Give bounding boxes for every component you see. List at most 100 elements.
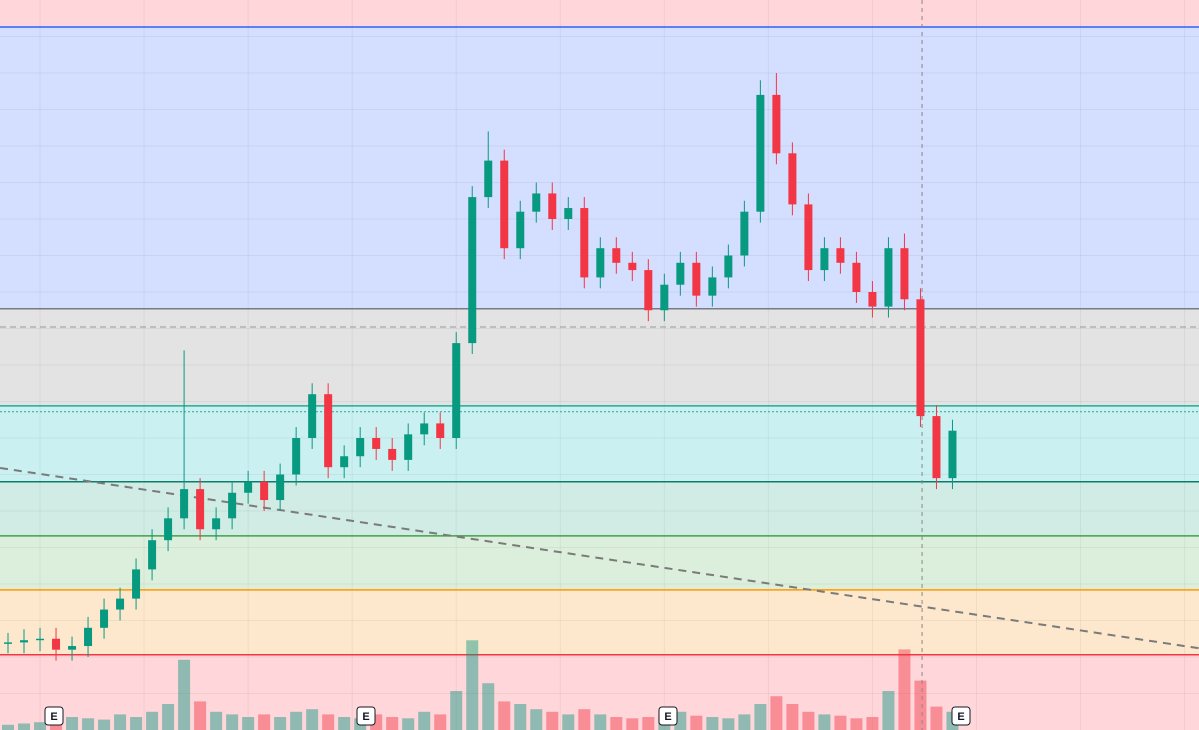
volume-bar [146,711,159,730]
candle-body [676,262,685,285]
volume-bar [386,717,399,730]
candle-body [484,160,493,198]
volume-bar [66,717,79,730]
candle-body [212,518,221,530]
volume-bar [450,691,463,730]
volume-bar [162,704,175,730]
volume-bar [322,714,335,730]
candle-body [196,489,205,530]
volume-bar [770,696,783,730]
volume-bar [98,719,111,730]
zone-band [0,589,1199,655]
candle-body [708,277,717,296]
candle-body [916,299,925,417]
candle-body [468,197,477,344]
candle-body [580,208,589,278]
candle-body [756,94,765,212]
volume-bar [898,649,911,730]
volume-bar [18,723,31,730]
candle-body [308,394,317,438]
volume-bar [466,640,479,730]
candle-body [100,609,109,628]
volume-bar [130,717,143,730]
candle-body [356,438,365,457]
volume-bar [178,659,191,730]
earnings-label: E [50,711,57,723]
candle-body [900,248,909,300]
volume-bar [738,714,751,730]
zone-band [0,0,1199,28]
candle-body [564,208,573,219]
volume-bar [434,714,447,730]
candle-body [948,430,957,479]
candle-body [116,598,125,610]
earnings-label: E [664,711,671,723]
volume-bar [114,714,127,730]
candle-body [884,248,893,307]
candle-body [36,638,45,641]
candle-body [164,518,173,541]
candle-body [660,284,669,311]
earnings-label: E [362,711,369,723]
zone-band [0,535,1199,590]
candle-body [292,438,301,475]
candle-body [404,434,413,460]
volume-bar [578,709,591,730]
volume-bar [274,717,287,730]
volume-bar [818,714,831,730]
volume-bar [82,718,95,730]
volume-bar [338,717,351,730]
candle-body [772,94,781,154]
earnings-marker [658,706,678,726]
candle-body [724,255,733,278]
volume-bar [706,717,719,730]
volume-bar [882,691,895,730]
volume-bar [530,709,543,730]
candle-body [148,540,157,570]
volume-bar [258,714,271,730]
candle-body [388,448,397,460]
candle-body [868,292,877,307]
volume-bar [754,704,767,730]
volume-bar [642,717,655,730]
volume-bar [866,717,879,730]
volume-bar [914,680,927,730]
volume-bar [34,722,47,730]
volume-bar [690,715,703,730]
candle-body [788,153,797,205]
volume-bar [786,704,799,730]
volume-bar [306,709,319,730]
volume-bar [850,718,863,730]
volume-bar [802,711,815,730]
volume-bar [498,701,511,730]
candle-body [244,481,253,493]
candle-body [692,262,701,296]
candle-body [340,456,349,468]
volume-bar [242,717,255,730]
candle-body [276,474,285,501]
candle-body [532,193,541,212]
volume-bar [210,711,223,730]
candle-body [516,211,525,249]
candle-body [644,270,653,311]
candle-body [500,160,509,249]
candle-body [420,423,429,435]
volume-bar [594,714,607,730]
candle-body [836,248,845,263]
volume-bar [546,711,559,730]
earnings-label: E [957,711,964,723]
candle-body [932,416,941,479]
candle-body [228,492,237,519]
volume-bar [562,714,575,730]
candle-body [20,640,29,643]
volume-bar [482,683,495,730]
earnings-marker [356,706,376,726]
candle-body [4,642,13,644]
candle-body [820,248,829,271]
earnings-marker [44,706,64,726]
volume-bar [290,711,303,730]
zone-band [0,405,1199,482]
volume-bar [194,701,207,730]
candle-body [180,489,189,519]
